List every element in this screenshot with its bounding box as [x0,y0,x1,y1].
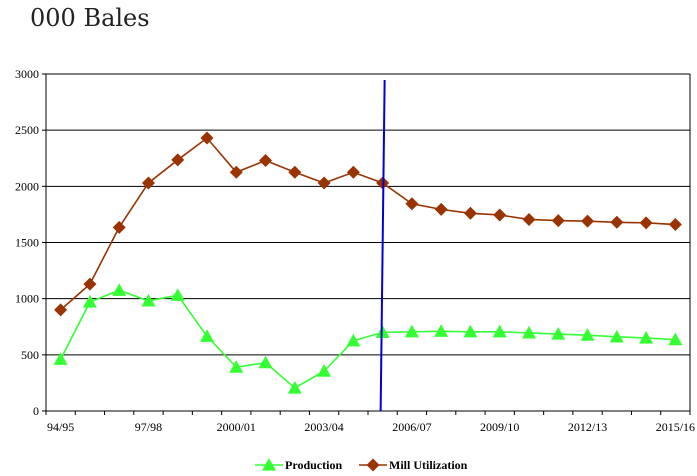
mill-utilization-point-3 [141,176,155,190]
production-point-17 [551,327,566,340]
production-point-13 [434,324,449,337]
production-point-12 [404,324,419,338]
production-point-19 [609,329,624,343]
production-point-3 [141,293,156,307]
production-point-11 [375,325,390,338]
mill-utilization-point-0 [54,303,68,317]
production-point-14 [463,324,478,338]
mill-utilization-point-8 [288,165,302,179]
mill-utilization-point-13 [434,202,448,216]
legend-label-mill-utilization: Mill Utilization [389,458,468,472]
mill-utilization-point-7 [259,153,273,167]
mill-utilization-point-21 [668,218,682,232]
production-point-5 [200,329,214,342]
x-tick-label-2012-13: 2012/13 [568,420,607,434]
y-tick-label-500: 500 [21,348,39,362]
mill-utilization-point-10 [346,165,360,179]
production-point-4 [170,288,185,301]
legend: Production Mill Utilization [255,458,468,472]
series-production [53,283,683,394]
mill-utilization-point-5 [200,131,214,145]
legend-item-production: Production [255,458,342,472]
mill-utilization-point-16 [522,212,536,226]
y-tick-label-1000: 1000 [15,292,39,306]
mill-utilization-point-18 [581,214,595,228]
chart-title: 000 Bales [30,4,150,32]
x-tick-label-94-95: 94/95 [47,420,74,434]
mill-utilization-point-4 [171,153,185,167]
series-mill-utilization [54,131,682,317]
production-point-9 [317,364,332,377]
gridlines [46,73,690,356]
mill-utilization-point-19 [610,215,624,229]
x-tick-label-2006-07: 2006/07 [392,420,431,434]
production-point-18 [580,328,595,341]
mill-utilization-point-17 [551,214,565,228]
mill-utilization-point-14 [463,206,477,220]
y-tick-labels: 0 500 1000 1500 2000 2500 3000 [15,67,39,418]
mill-utilization-point-20 [639,216,653,230]
mill-utilization-point-1 [83,277,97,291]
production-point-6 [229,360,244,373]
production-point-0 [53,352,68,365]
production-line [59,289,676,389]
x-tick-labels: 94/95 97/98 2000/01 2003/04 2006/07 2009/10 20… [47,420,695,434]
mill-utilization-point-15 [493,208,507,222]
legend-swatch-marker-production [262,458,276,471]
y-tick-label-2000: 2000 [15,179,39,193]
production-point-20 [639,330,654,344]
y-tick-label-0: 0 [33,404,39,418]
production-point-1 [82,295,97,308]
x-tick-label-2003-04: 2003/04 [304,420,343,434]
x-tick-label-2000-01: 2000/01 [217,420,256,434]
y-tick-label-3000: 3000 [15,67,39,81]
mill-utilization-point-9 [317,176,331,190]
x-tick-label-2009-10: 2009/10 [480,420,519,434]
vertical-marker-line [379,79,386,412]
legend-item-mill-utilization: Mill Utilization [359,458,468,472]
production-point-8 [287,380,302,394]
mill-utilization-line [60,136,676,311]
production-point-10 [346,333,361,347]
axes [42,73,691,415]
production-point-2 [112,283,127,296]
series-group [53,131,683,394]
legend-swatch-marker-mill-utilization [366,458,380,472]
production-point-15 [492,324,507,338]
mill-utilization-point-6 [229,165,243,179]
x-tick-label-2015-16: 2015/16 [656,420,695,434]
mill-utilization-point-2 [112,220,126,234]
production-point-21 [668,332,683,346]
legend-label-production: Production [285,458,342,472]
y-tick-label-2500: 2500 [15,123,39,137]
y-tick-label-1500: 1500 [15,236,39,250]
mill-utilization-point-12 [405,197,419,211]
vertical-marker [379,79,386,412]
production-point-16 [522,325,536,339]
x-tick-label-97-98: 97/98 [135,420,162,434]
production-point-7 [258,355,273,369]
